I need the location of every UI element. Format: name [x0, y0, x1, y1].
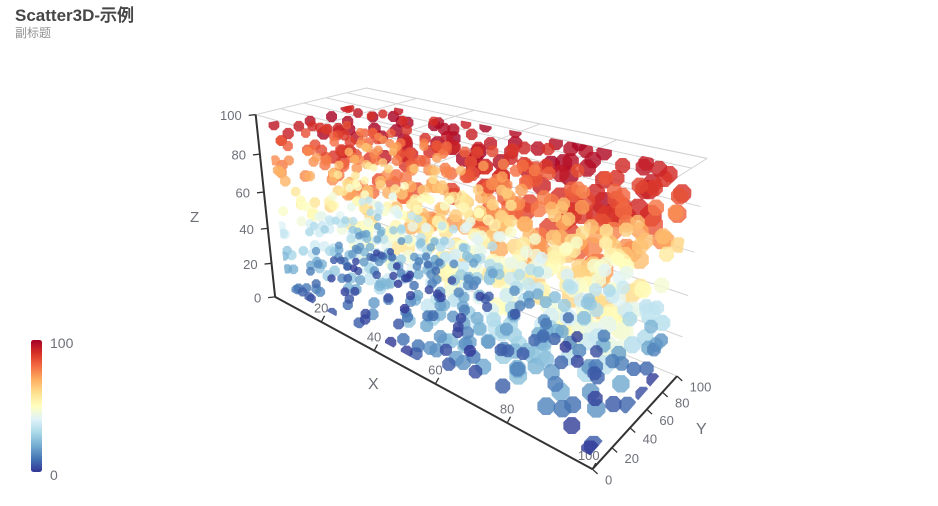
svg-text:40: 40	[367, 329, 381, 344]
svg-text:40: 40	[239, 222, 253, 237]
svg-text:60: 60	[659, 413, 673, 428]
svg-text:Y: Y	[696, 421, 707, 438]
svg-text:20: 20	[625, 451, 639, 466]
svg-text:40: 40	[643, 431, 657, 446]
svg-text:100: 100	[50, 335, 74, 351]
svg-text:60: 60	[428, 363, 442, 378]
svg-text:100: 100	[220, 108, 242, 123]
svg-text:Z: Z	[190, 209, 199, 226]
svg-text:80: 80	[231, 148, 245, 163]
svg-text:0: 0	[605, 473, 612, 488]
svg-text:60: 60	[236, 186, 250, 201]
svg-text:20: 20	[243, 257, 257, 272]
svg-text:80: 80	[500, 402, 514, 417]
svg-text:100: 100	[690, 380, 712, 395]
svg-text:X: X	[368, 376, 379, 393]
svg-text:0: 0	[254, 290, 261, 305]
svg-text:20: 20	[314, 301, 328, 316]
svg-text:80: 80	[675, 396, 689, 411]
svg-text:0: 0	[50, 467, 58, 483]
